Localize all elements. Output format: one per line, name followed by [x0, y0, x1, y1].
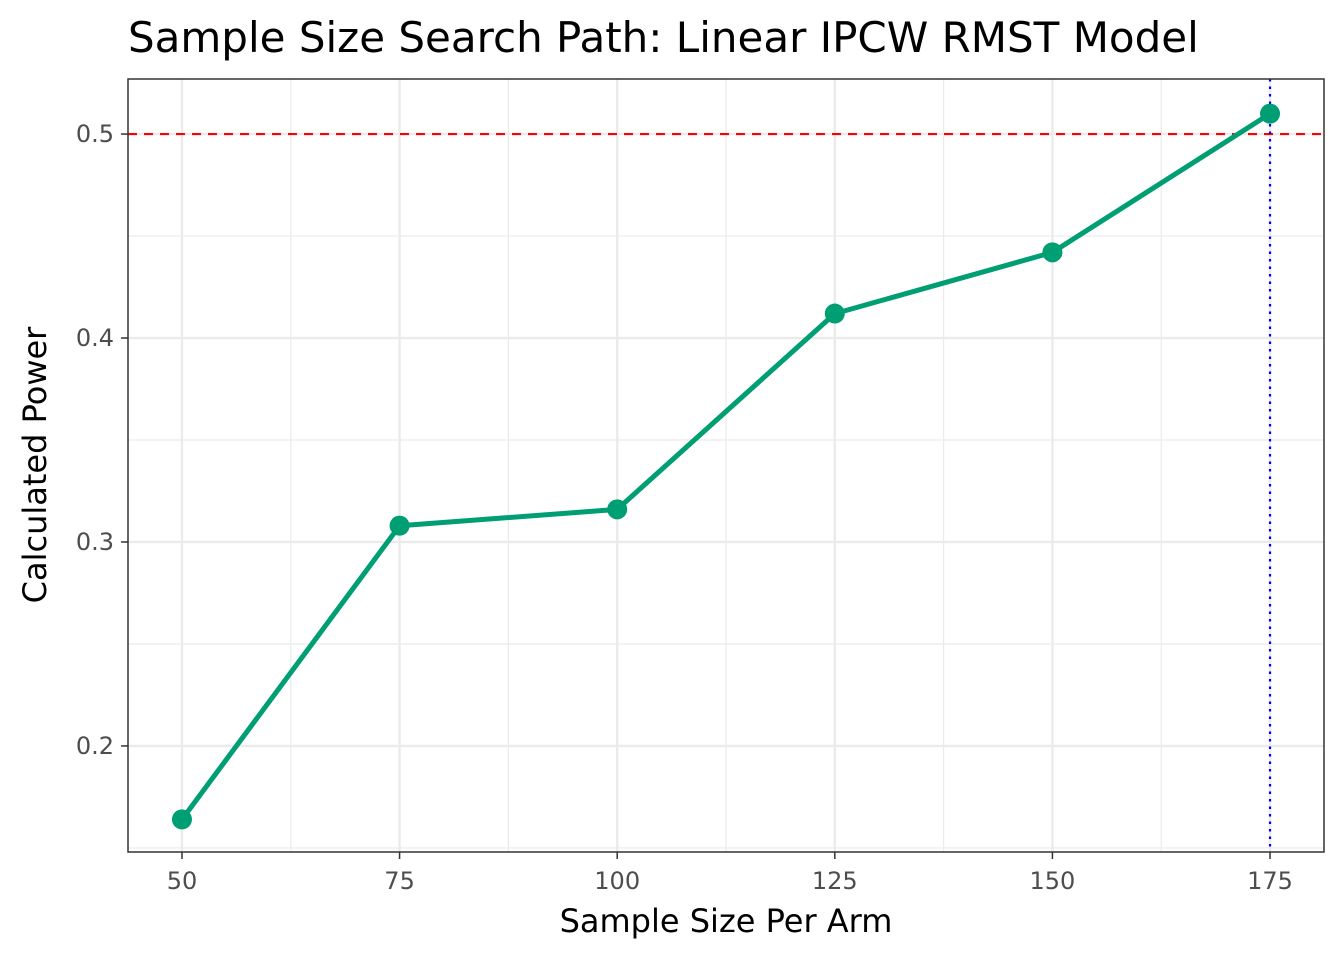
plot-panel — [127, 78, 1325, 853]
x-tick-label: 50 — [167, 867, 198, 895]
series-layer — [171, 103, 1281, 830]
y-tick-label: 0.4 — [76, 324, 114, 352]
y-tick-label: 0.2 — [76, 732, 114, 760]
y-axis: 0.2 0.3 0.4 0.5 — [76, 120, 128, 760]
y-axis-title: Calculated Power — [16, 326, 54, 604]
data-point — [1260, 103, 1281, 124]
data-point — [824, 303, 845, 324]
data-point — [389, 515, 410, 536]
x-axis-title: Sample Size Per Arm — [560, 902, 893, 940]
x-tick-label: 75 — [384, 867, 415, 895]
data-point — [607, 499, 628, 520]
x-tick-label: 175 — [1247, 867, 1293, 895]
data-point — [171, 809, 192, 830]
x-tick-label: 150 — [1030, 867, 1076, 895]
power-series-line — [179, 111, 1272, 821]
data-point — [1042, 242, 1063, 263]
y-tick-label: 0.3 — [76, 528, 114, 556]
minor-grid — [128, 79, 1324, 852]
chart-title: Sample Size Search Path: Linear IPCW RMS… — [128, 13, 1199, 62]
y-tick-label: 0.5 — [76, 120, 114, 148]
x-tick-label: 100 — [594, 867, 640, 895]
reference-lines — [128, 79, 1324, 852]
panel-border — [127, 78, 1325, 853]
x-tick-label: 125 — [812, 867, 858, 895]
x-axis: 50 75 100 125 150 175 — [167, 852, 1293, 895]
